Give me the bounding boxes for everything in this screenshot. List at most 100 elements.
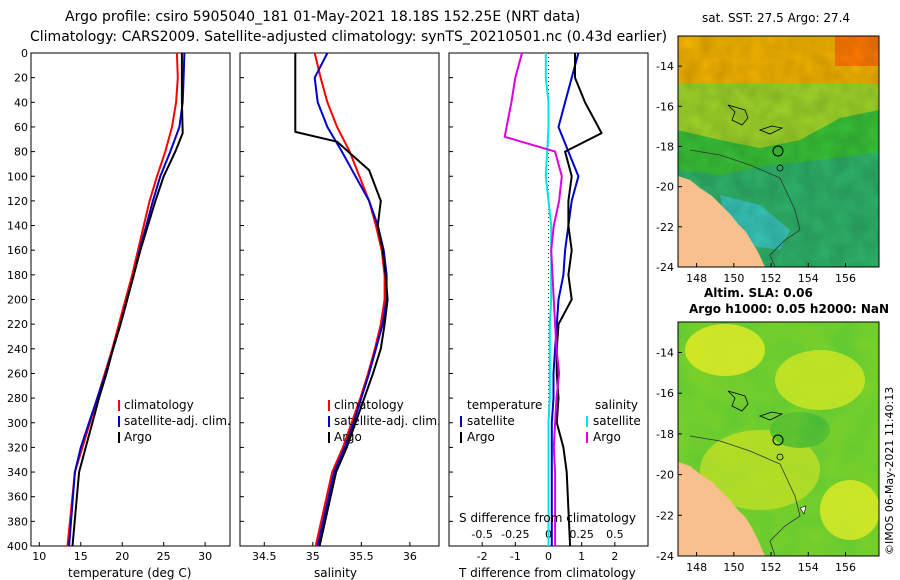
depth-tick-label: 300 xyxy=(7,417,28,430)
title-line-1: Argo profile: csiro 5905040_181 01-May-2… xyxy=(65,9,580,25)
salinity-series xyxy=(294,52,389,547)
map-lat-label: -24 xyxy=(656,261,674,274)
map-lon-label: 148 xyxy=(686,272,707,285)
argo-position-marker xyxy=(772,434,784,446)
legend-s-satellite-label: satellite xyxy=(593,414,641,428)
sla-map-axes: 148 150 152 154 156 -14 -16 -18 -20 -22 -24 xyxy=(656,347,856,574)
sst-reef-outline xyxy=(727,104,749,126)
map-lat-label: -18 xyxy=(656,140,674,153)
x-tick-label: 2 xyxy=(611,550,618,563)
sla-map xyxy=(678,322,879,556)
map-lon-label: 152 xyxy=(761,561,782,574)
depth-tick-label: 280 xyxy=(7,392,28,405)
depth-tick-label: 80 xyxy=(14,146,28,159)
difference-x-label: T difference from climatology xyxy=(458,566,636,580)
sla-reef-outline xyxy=(727,390,749,412)
depth-tick-label: 380 xyxy=(7,515,28,528)
sla-cay xyxy=(776,453,784,461)
sst-map-title: sat. SST: 27.5 Argo: 27.4 xyxy=(702,11,850,25)
x-tick-label: -1 xyxy=(510,550,521,563)
argo-position-marker xyxy=(772,145,784,157)
series-line-t-argo xyxy=(555,53,603,547)
sst-map-frame xyxy=(677,35,880,268)
depth-tick-label: 40 xyxy=(14,96,28,109)
series-line-climatology xyxy=(66,52,179,547)
series-line-argo xyxy=(294,53,389,547)
s-diff-tick-label: 0.25 xyxy=(569,528,594,541)
map-lat-label: -14 xyxy=(656,347,674,360)
x-tick-label: -2 xyxy=(477,550,488,563)
legend-argo-label: Argo xyxy=(334,430,362,444)
difference-legend: temperature satellite Argo salinity sate… xyxy=(460,398,641,444)
legend-t-argo-label: Argo xyxy=(467,430,495,444)
legend-temperature-title: temperature xyxy=(467,398,542,412)
legend-satellite-label: satellite-adj. clim. xyxy=(124,414,231,428)
temperature-panel-frame xyxy=(30,52,231,547)
map-lon-label: 154 xyxy=(798,561,819,574)
map-lat-label: -22 xyxy=(656,509,674,522)
map-lat-label: -24 xyxy=(656,550,674,563)
depth-tick-label: 260 xyxy=(7,367,28,380)
depth-tick-label: 140 xyxy=(7,220,28,233)
depth-tick-label: 200 xyxy=(7,294,28,307)
map-lon-label: 156 xyxy=(835,272,856,285)
difference-series xyxy=(503,52,603,547)
salinity-x-label: salinity xyxy=(314,566,357,580)
sst-reef-outline xyxy=(758,125,784,135)
x-tick-label: 1 xyxy=(578,550,585,563)
map-lat-label: -20 xyxy=(656,181,674,194)
series-line-t-satellite xyxy=(550,52,580,546)
series-line-s-satellite xyxy=(544,53,553,546)
depth-tick-label: 320 xyxy=(7,441,28,454)
s-difference-label: S difference from climatology xyxy=(459,511,636,525)
x-tick-label: 35 xyxy=(306,550,320,563)
depth-tick-label: 220 xyxy=(7,318,28,331)
series-line-s-argo xyxy=(503,52,563,546)
map-lon-label: 150 xyxy=(723,561,744,574)
depth-tick-label: 240 xyxy=(7,343,28,356)
map-lon-label: 156 xyxy=(835,561,856,574)
legend-s-argo-label: Argo xyxy=(593,430,621,444)
x-tick-label: 10 xyxy=(32,550,46,563)
sla-map-frame xyxy=(677,321,880,557)
depth-tick-label: 400 xyxy=(7,540,28,553)
sla-map-title: Altim. SLA: 0.06 xyxy=(704,286,813,300)
sst-cay xyxy=(776,164,784,172)
series-line-climatology xyxy=(313,52,386,547)
legend-climatology-label: climatology xyxy=(334,398,404,412)
map-lon-label: 152 xyxy=(761,272,782,285)
legend-argo-label: Argo xyxy=(124,430,152,444)
x-tick-label: 30 xyxy=(198,550,212,563)
x-tick-label: 15 xyxy=(74,550,88,563)
x-tick-label: 35.5 xyxy=(349,550,374,563)
s-diff-tick-label: -0.5 xyxy=(471,528,492,541)
x-tick-label: 34.5 xyxy=(252,550,277,563)
x-tick-label: 36 xyxy=(403,550,417,563)
x-tick-label: 0 xyxy=(545,550,552,563)
depth-tick-label: 180 xyxy=(7,269,28,282)
map-lon-label: 148 xyxy=(686,561,707,574)
x-tick-label: 20 xyxy=(115,550,129,563)
title-line-2: Climatology: CARS2009. Satellite-adjuste… xyxy=(30,29,667,45)
sst-map xyxy=(678,36,879,267)
depth-tick-label: 360 xyxy=(7,491,28,504)
temperature-series xyxy=(66,52,186,547)
map-lon-label: 150 xyxy=(723,272,744,285)
depth-tick-label: 20 xyxy=(14,72,28,85)
salinity-panel-frame xyxy=(239,52,440,547)
depth-tick-label: 340 xyxy=(7,466,28,479)
sla-shelf-contour xyxy=(689,435,801,556)
map-lat-label: -16 xyxy=(656,100,674,113)
x-tick-label: 25 xyxy=(157,550,171,563)
s-difference-inner-axis: -0.5 -0.25 0 0.25 0.5 xyxy=(471,528,623,541)
temperature-x-label: temperature (deg C) xyxy=(68,566,191,580)
legend-satellite-label: satellite-adj. clim. xyxy=(334,414,441,428)
sst-map-axes: 148 150 152 154 156 -14 -16 -18 -20 -22 -24 xyxy=(656,60,856,285)
depth-tick-label: 100 xyxy=(7,170,28,183)
salinity-x-axis: 34.5 35 35.5 36 xyxy=(240,52,417,563)
t-difference-x-axis: -2 -1 0 1 2 xyxy=(449,52,618,563)
salinity-legend: climatology satellite-adj. clim. Argo xyxy=(328,398,441,444)
temperature-legend: climatology satellite-adj. clim. Argo xyxy=(118,398,231,444)
sla-land xyxy=(678,462,765,556)
